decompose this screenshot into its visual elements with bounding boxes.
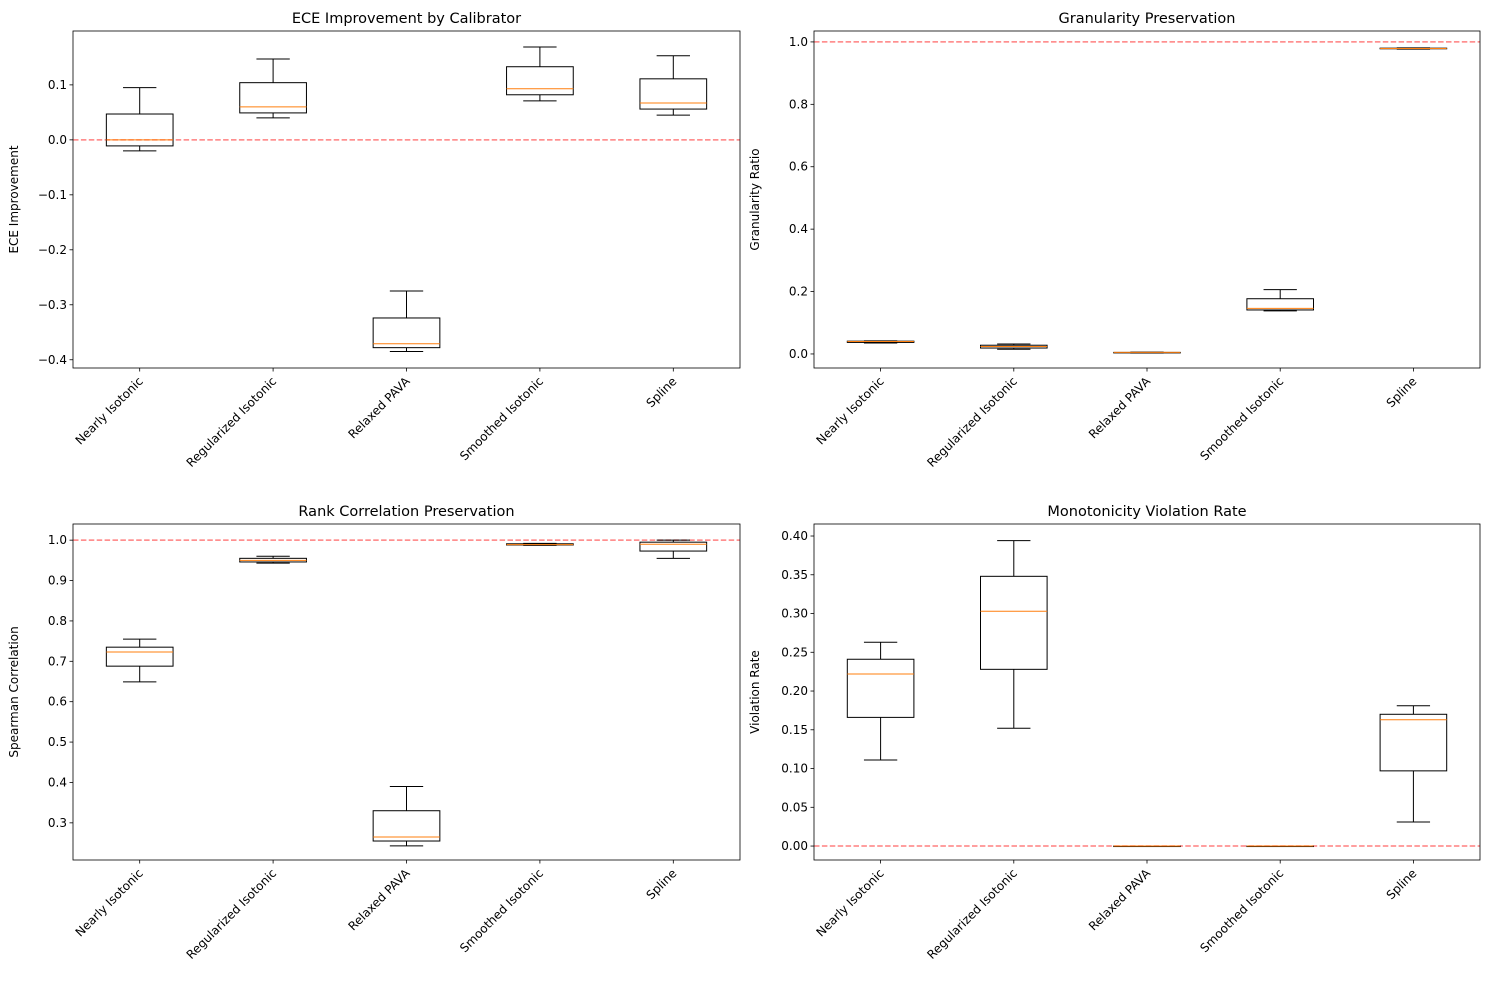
x-tick-label: Regularized Isotonic xyxy=(184,374,280,470)
chart-title: ECE Improvement by Calibrator xyxy=(292,11,521,27)
x-tick-label: Smoothed Isotonic xyxy=(457,866,546,955)
box-iqr xyxy=(105,113,174,147)
y-tick-label: 0.40 xyxy=(781,529,808,543)
y-tick-label: 0.25 xyxy=(781,645,808,659)
y-tick-label: 0.4 xyxy=(48,775,67,789)
x-tick-label: Smoothed Isotonic xyxy=(1197,374,1286,463)
y-axis-label: Spearman Correlation xyxy=(7,626,21,757)
box-iqr xyxy=(846,658,915,718)
box-5 xyxy=(1379,705,1448,823)
axes-frame xyxy=(72,30,741,369)
x-tick-label: Smoothed Isotonic xyxy=(1197,866,1286,955)
x-tick-label: Spline xyxy=(643,866,679,902)
y-tick-label: 0.1 xyxy=(48,78,67,92)
subplot-4: Monotonicity Violation Rate Violation Rat… xyxy=(748,504,1481,962)
x-tick-label: Regularized Isotonic xyxy=(184,866,280,962)
y-tick-label: 0.6 xyxy=(789,160,808,174)
box-iqr xyxy=(105,646,174,667)
y-tick-label: −0.4 xyxy=(38,353,67,367)
axes-frame xyxy=(72,523,741,861)
box-3 xyxy=(372,786,441,847)
y-tick-label: 0.0 xyxy=(789,347,808,361)
x-tick-label: Regularized Isotonic xyxy=(924,866,1020,962)
y-tick-label: 0.30 xyxy=(781,607,808,621)
x-tick-label: Relaxed PAVA xyxy=(1086,866,1154,934)
y-tick-label: −0.2 xyxy=(38,243,67,257)
x-tick-label: Spline xyxy=(643,374,679,410)
box-2 xyxy=(239,58,307,119)
subplot-1: ECE Improvement by Calibrator ECE Improve… xyxy=(7,11,741,470)
box-iqr xyxy=(372,810,441,842)
y-tick-label: −0.3 xyxy=(38,298,67,312)
box-4 xyxy=(506,542,574,546)
y-tick-label: 0.05 xyxy=(781,800,808,814)
box-1 xyxy=(105,87,174,152)
box-3 xyxy=(1113,845,1181,848)
y-tick-label: 0.8 xyxy=(789,97,808,111)
y-axis-label: ECE Improvement xyxy=(7,145,21,253)
box-2 xyxy=(980,343,1048,350)
box-2 xyxy=(980,540,1048,729)
x-tick-label: Smoothed Isotonic xyxy=(457,374,546,463)
x-tick-label: Relaxed PAVA xyxy=(345,866,413,934)
y-tick-label: 0.5 xyxy=(48,735,67,749)
box-1 xyxy=(846,641,915,761)
y-tick-label: 0.15 xyxy=(781,723,808,737)
x-tick-label: Spline xyxy=(1384,866,1420,902)
x-tick-label: Nearly Isotonic xyxy=(813,866,886,939)
x-tick-label: Relaxed PAVA xyxy=(1086,374,1154,442)
y-tick-label: 1.0 xyxy=(48,533,67,547)
x-tick-label: Nearly Isotonic xyxy=(73,374,146,447)
chart-title: Monotonicity Violation Rate xyxy=(1047,504,1246,520)
y-tick-label: −0.1 xyxy=(38,188,67,202)
box-2 xyxy=(239,555,307,564)
y-axis-label: Granularity Ratio xyxy=(748,148,762,250)
subplot-2: Granularity Preservation Granularity Rati… xyxy=(748,11,1481,470)
x-tick-label: Nearly Isotonic xyxy=(73,866,146,939)
box-5 xyxy=(639,55,708,116)
y-tick-label: 0.20 xyxy=(781,684,808,698)
y-tick-label: 0.7 xyxy=(48,654,67,668)
box-iqr xyxy=(639,78,708,110)
box-5 xyxy=(1379,47,1448,50)
y-tick-label: 0.10 xyxy=(781,762,808,776)
box-iqr xyxy=(372,317,441,349)
y-tick-label: 0.9 xyxy=(48,574,67,588)
box-4 xyxy=(1246,289,1315,312)
box-1 xyxy=(846,340,915,344)
box-iqr xyxy=(639,541,708,552)
x-tick-label: Nearly Isotonic xyxy=(813,374,886,447)
y-tick-label: 0.35 xyxy=(781,568,808,582)
box-5 xyxy=(639,539,708,559)
box-iqr xyxy=(1379,713,1448,772)
y-tick-label: 0.0 xyxy=(48,133,67,147)
chart-title: Rank Correlation Preservation xyxy=(298,504,514,520)
x-tick-label: Regularized Isotonic xyxy=(924,374,1020,470)
x-tick-label: Spline xyxy=(1384,374,1420,410)
y-tick-label: 0.4 xyxy=(789,222,808,236)
y-tick-label: 0.6 xyxy=(48,695,67,709)
y-axis-label: Violation Rate xyxy=(748,650,762,734)
chart-title: Granularity Preservation xyxy=(1059,11,1236,27)
box-iqr xyxy=(1246,298,1315,311)
box-3 xyxy=(1113,351,1181,354)
box-4 xyxy=(506,46,574,102)
y-tick-label: 0.3 xyxy=(48,816,67,830)
axes-frame xyxy=(813,30,1481,369)
box-1 xyxy=(105,638,174,683)
axes-frame xyxy=(813,523,1481,861)
y-tick-label: 0.2 xyxy=(789,285,808,299)
x-tick-label: Relaxed PAVA xyxy=(345,374,413,442)
box-iqr xyxy=(506,66,574,96)
box-4 xyxy=(1246,845,1315,848)
subplot-3: Rank Correlation Preservation Spearman Co… xyxy=(7,504,741,962)
y-tick-label: 0.00 xyxy=(781,839,808,853)
box-iqr xyxy=(239,82,307,114)
box-iqr xyxy=(980,575,1048,670)
y-tick-label: 1.0 xyxy=(789,35,808,49)
box-3 xyxy=(372,290,441,353)
y-tick-label: 0.8 xyxy=(48,614,67,628)
